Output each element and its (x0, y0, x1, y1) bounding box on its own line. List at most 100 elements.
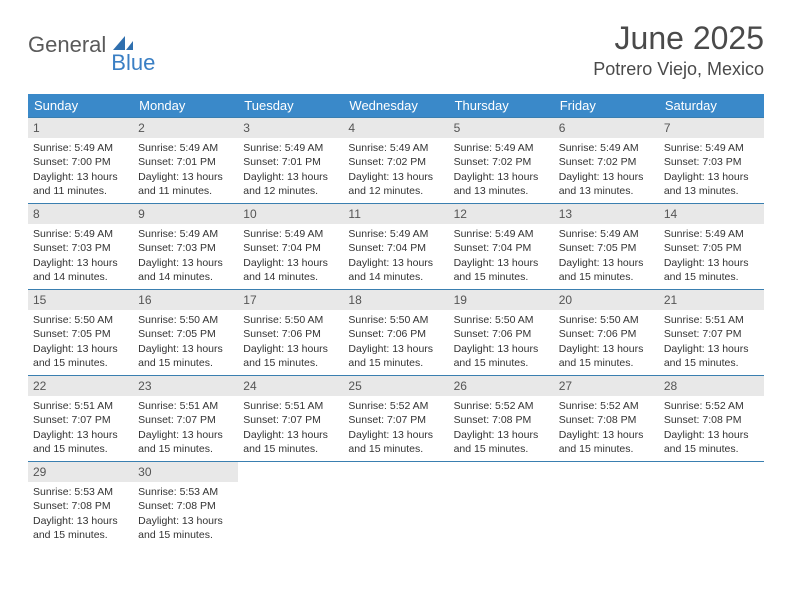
day-details: Sunrise: 5:49 AMSunset: 7:05 PMDaylight:… (554, 226, 659, 288)
day-number: 22 (28, 376, 133, 396)
calendar-day-cell: .. (238, 462, 343, 548)
day-number: 19 (449, 290, 554, 310)
sunrise-line: Sunrise: 5:49 AM (664, 227, 759, 241)
sunrise-line: Sunrise: 5:49 AM (33, 141, 128, 155)
calendar-day-cell: 1Sunrise: 5:49 AMSunset: 7:00 PMDaylight… (28, 118, 133, 204)
sunset-line: Sunset: 7:06 PM (454, 327, 549, 341)
calendar-day-cell: 10Sunrise: 5:49 AMSunset: 7:04 PMDayligh… (238, 204, 343, 290)
calendar-day-cell: 8Sunrise: 5:49 AMSunset: 7:03 PMDaylight… (28, 204, 133, 290)
sunrise-line: Sunrise: 5:49 AM (348, 141, 443, 155)
sunrise-line: Sunrise: 5:49 AM (138, 141, 233, 155)
daylight-line: Daylight: 13 hours and 11 minutes. (33, 170, 128, 198)
day-details: Sunrise: 5:49 AMSunset: 7:03 PMDaylight:… (28, 226, 133, 288)
sunset-line: Sunset: 7:05 PM (33, 327, 128, 341)
calendar-day-cell: 16Sunrise: 5:50 AMSunset: 7:05 PMDayligh… (133, 290, 238, 376)
sunrise-line: Sunrise: 5:49 AM (243, 227, 338, 241)
day-details: Sunrise: 5:49 AMSunset: 7:02 PMDaylight:… (343, 140, 448, 202)
sunset-line: Sunset: 7:06 PM (348, 327, 443, 341)
sunset-line: Sunset: 7:04 PM (243, 241, 338, 255)
daylight-line: Daylight: 13 hours and 14 minutes. (243, 256, 338, 284)
sunrise-line: Sunrise: 5:52 AM (664, 399, 759, 413)
day-number: 6 (554, 118, 659, 138)
day-details: Sunrise: 5:49 AMSunset: 7:02 PMDaylight:… (554, 140, 659, 202)
day-details: Sunrise: 5:53 AMSunset: 7:08 PMDaylight:… (28, 484, 133, 546)
calendar-day-cell: 30Sunrise: 5:53 AMSunset: 7:08 PMDayligh… (133, 462, 238, 548)
daylight-line: Daylight: 13 hours and 15 minutes. (454, 342, 549, 370)
calendar-day-cell: 22Sunrise: 5:51 AMSunset: 7:07 PMDayligh… (28, 376, 133, 462)
day-number: 21 (659, 290, 764, 310)
day-number: 18 (343, 290, 448, 310)
calendar-day-cell: 15Sunrise: 5:50 AMSunset: 7:05 PMDayligh… (28, 290, 133, 376)
calendar-week-row: 8Sunrise: 5:49 AMSunset: 7:03 PMDaylight… (28, 204, 764, 290)
calendar-day-cell: 26Sunrise: 5:52 AMSunset: 7:08 PMDayligh… (449, 376, 554, 462)
calendar-week-row: 29Sunrise: 5:53 AMSunset: 7:08 PMDayligh… (28, 462, 764, 548)
day-details: Sunrise: 5:52 AMSunset: 7:08 PMDaylight:… (554, 398, 659, 460)
day-number: 24 (238, 376, 343, 396)
calendar-day-cell: 13Sunrise: 5:49 AMSunset: 7:05 PMDayligh… (554, 204, 659, 290)
day-number: 15 (28, 290, 133, 310)
calendar-day-cell: 14Sunrise: 5:49 AMSunset: 7:05 PMDayligh… (659, 204, 764, 290)
day-number: 16 (133, 290, 238, 310)
day-number: 13 (554, 204, 659, 224)
daylight-line: Daylight: 13 hours and 15 minutes. (33, 342, 128, 370)
day-details: Sunrise: 5:49 AMSunset: 7:01 PMDaylight:… (133, 140, 238, 202)
sunrise-line: Sunrise: 5:51 AM (243, 399, 338, 413)
daylight-line: Daylight: 13 hours and 14 minutes. (138, 256, 233, 284)
day-details: Sunrise: 5:52 AMSunset: 7:07 PMDaylight:… (343, 398, 448, 460)
day-details: Sunrise: 5:49 AMSunset: 7:03 PMDaylight:… (659, 140, 764, 202)
daylight-line: Daylight: 13 hours and 15 minutes. (559, 428, 654, 456)
day-number: 14 (659, 204, 764, 224)
sunset-line: Sunset: 7:08 PM (664, 413, 759, 427)
day-details: Sunrise: 5:51 AMSunset: 7:07 PMDaylight:… (133, 398, 238, 460)
day-number: 10 (238, 204, 343, 224)
calendar-day-cell: 21Sunrise: 5:51 AMSunset: 7:07 PMDayligh… (659, 290, 764, 376)
daylight-line: Daylight: 13 hours and 12 minutes. (243, 170, 338, 198)
day-number: 27 (554, 376, 659, 396)
sunset-line: Sunset: 7:07 PM (664, 327, 759, 341)
calendar-week-row: 22Sunrise: 5:51 AMSunset: 7:07 PMDayligh… (28, 376, 764, 462)
sunset-line: Sunset: 7:02 PM (559, 155, 654, 169)
calendar-week-row: 15Sunrise: 5:50 AMSunset: 7:05 PMDayligh… (28, 290, 764, 376)
daylight-line: Daylight: 13 hours and 15 minutes. (664, 256, 759, 284)
daylight-line: Daylight: 13 hours and 15 minutes. (348, 428, 443, 456)
sunrise-line: Sunrise: 5:50 AM (243, 313, 338, 327)
sunset-line: Sunset: 7:04 PM (454, 241, 549, 255)
daylight-line: Daylight: 13 hours and 12 minutes. (348, 170, 443, 198)
calendar-day-cell: .. (343, 462, 448, 548)
calendar-day-cell: 9Sunrise: 5:49 AMSunset: 7:03 PMDaylight… (133, 204, 238, 290)
sunset-line: Sunset: 7:05 PM (559, 241, 654, 255)
sunrise-line: Sunrise: 5:49 AM (348, 227, 443, 241)
calendar-day-cell: .. (449, 462, 554, 548)
daylight-line: Daylight: 13 hours and 14 minutes. (33, 256, 128, 284)
day-details: Sunrise: 5:50 AMSunset: 7:05 PMDaylight:… (133, 312, 238, 374)
day-details: Sunrise: 5:50 AMSunset: 7:06 PMDaylight:… (554, 312, 659, 374)
day-number: 7 (659, 118, 764, 138)
sunrise-line: Sunrise: 5:49 AM (559, 141, 654, 155)
calendar-day-cell: .. (659, 462, 764, 548)
sunset-line: Sunset: 7:02 PM (454, 155, 549, 169)
calendar-day-cell: 7Sunrise: 5:49 AMSunset: 7:03 PMDaylight… (659, 118, 764, 204)
brand-word-general: General (28, 32, 106, 58)
sunrise-line: Sunrise: 5:51 AM (138, 399, 233, 413)
daylight-line: Daylight: 13 hours and 15 minutes. (138, 342, 233, 370)
sunrise-line: Sunrise: 5:49 AM (559, 227, 654, 241)
calendar-day-cell: 19Sunrise: 5:50 AMSunset: 7:06 PMDayligh… (449, 290, 554, 376)
weekday-header: Tuesday (238, 94, 343, 118)
day-details: Sunrise: 5:49 AMSunset: 7:05 PMDaylight:… (659, 226, 764, 288)
brand-word-blue: Blue (111, 50, 155, 76)
daylight-line: Daylight: 13 hours and 15 minutes. (138, 514, 233, 542)
sunrise-line: Sunrise: 5:52 AM (559, 399, 654, 413)
daylight-line: Daylight: 13 hours and 14 minutes. (348, 256, 443, 284)
day-details: Sunrise: 5:50 AMSunset: 7:05 PMDaylight:… (28, 312, 133, 374)
daylight-line: Daylight: 13 hours and 13 minutes. (559, 170, 654, 198)
location-subtitle: Potrero Viejo, Mexico (593, 59, 764, 80)
weekday-header: Saturday (659, 94, 764, 118)
title-block: June 2025 Potrero Viejo, Mexico (593, 20, 764, 80)
sunset-line: Sunset: 7:01 PM (243, 155, 338, 169)
day-details: Sunrise: 5:49 AMSunset: 7:04 PMDaylight:… (238, 226, 343, 288)
sunrise-line: Sunrise: 5:49 AM (454, 227, 549, 241)
daylight-line: Daylight: 13 hours and 15 minutes. (664, 342, 759, 370)
sunset-line: Sunset: 7:08 PM (454, 413, 549, 427)
daylight-line: Daylight: 13 hours and 15 minutes. (559, 342, 654, 370)
calendar-day-cell: 3Sunrise: 5:49 AMSunset: 7:01 PMDaylight… (238, 118, 343, 204)
